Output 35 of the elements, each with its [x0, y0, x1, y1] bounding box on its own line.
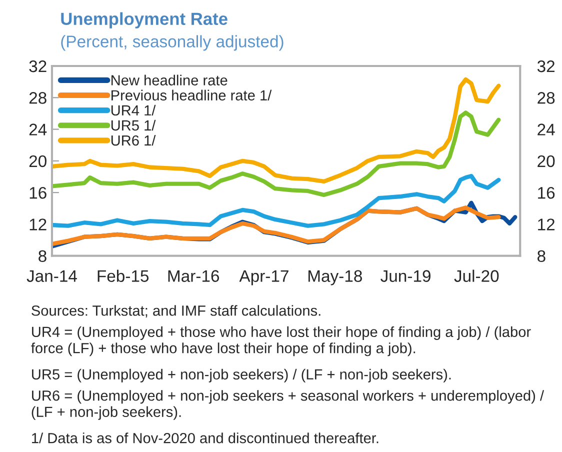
y2-tick-label: 24 [29, 124, 47, 136]
chart-subtitle: (Percent, seasonally adjusted) [61, 35, 284, 51]
x-tick-label: Feb-15 [98, 270, 149, 282]
legend-label: UR4 1/ [111, 104, 156, 116]
text: UR5 = (Unemployed + non-job seekers) / (LF + non-job seekers). [32, 368, 451, 382]
legend-label: UR5 1/ [111, 120, 156, 131]
legend-label: Previous headline rate 1/ [112, 90, 272, 101]
y-tick-label: 16 [538, 186, 555, 199]
y2-tick-label: 16 [30, 186, 46, 199]
line-series [52, 174, 501, 228]
text: 1/ Data is as of Nov-2020 and discontinued thereafter. [32, 432, 378, 444]
x-tick-label: Jul-20 [454, 270, 499, 282]
source-note: Sources: Turkstat; and IMF staff calculations. [32, 305, 320, 318]
y2-tick-label: 20 [29, 155, 46, 168]
y-tick-label: 24 [538, 124, 555, 136]
x-tick-label: May-18 [308, 270, 362, 286]
x-tick-label: Mar-16 [168, 270, 220, 282]
y2-tick-label: 8 [38, 250, 46, 262]
x-tick-label: Jan-14 [26, 270, 77, 282]
legend-label: New headline rate [112, 74, 228, 86]
y2-tick-label: 32 [29, 60, 46, 72]
y2-tick-label: 12 [30, 218, 46, 230]
line-series [52, 205, 501, 246]
legend-label: UR6 1/ [111, 134, 156, 146]
text: UR6 = (Unemployed + non-job seekers + seasonal workers + underemployed) / (LF + non-job seekers). [32, 390, 544, 420]
x-tick-label: Jun-19 [380, 270, 430, 282]
text: UR4 = (Unemployed + those who have lost their hope of finding a job) / (labor force (LF) + those who have lost their hope of finding a job). [31, 326, 531, 356]
y-tick-label: 28 [538, 92, 555, 104]
y-tick-label: 32 [537, 60, 554, 72]
y-tick-label: 12 [538, 218, 554, 230]
x-tick-label: Apr-17 [239, 270, 288, 286]
chart-title: Unemployment Rate [61, 12, 228, 28]
y-tick-label: 20 [538, 155, 555, 168]
y-tick-label: 8 [538, 250, 546, 262]
y2-tick-label: 28 [29, 92, 46, 104]
